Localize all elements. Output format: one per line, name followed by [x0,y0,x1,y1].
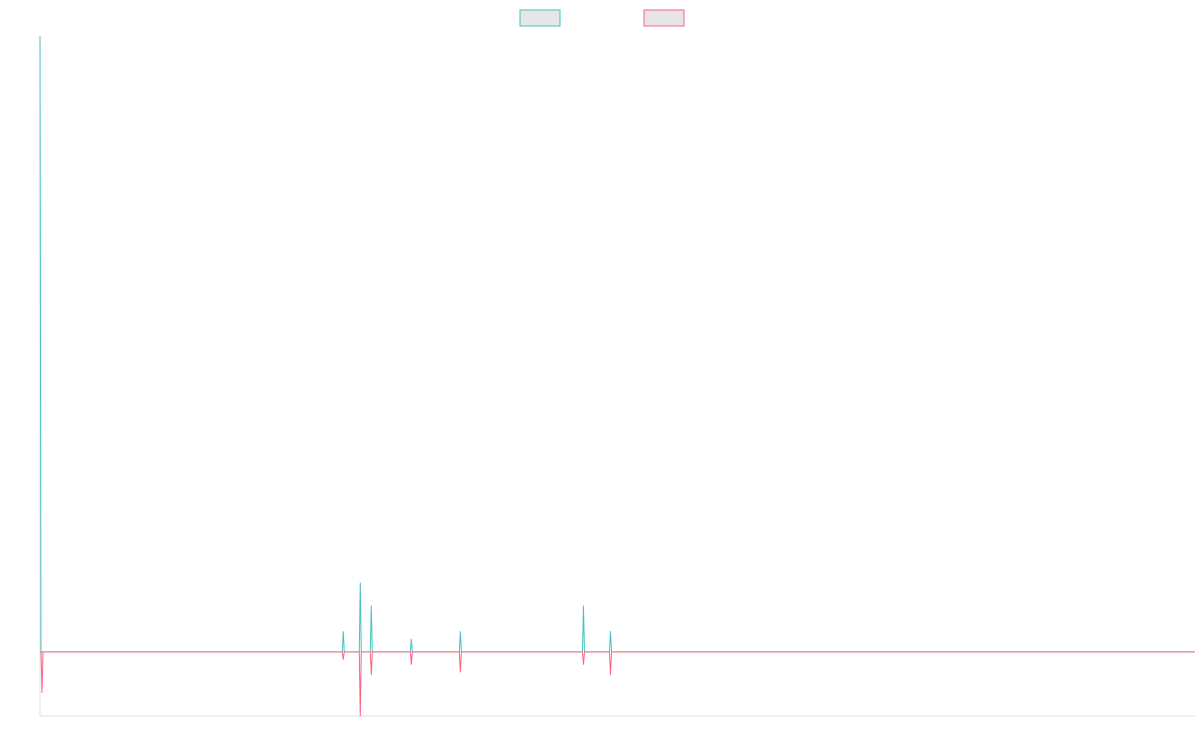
series-line-1 [39,35,1195,653]
series-layer [39,35,1195,717]
series-line-2 [40,651,1195,717]
legend[interactable] [519,9,685,27]
axes [39,36,1195,717]
legend-swatch-series-1[interactable] [519,9,561,27]
legend-swatch-series-2[interactable] [643,9,685,27]
